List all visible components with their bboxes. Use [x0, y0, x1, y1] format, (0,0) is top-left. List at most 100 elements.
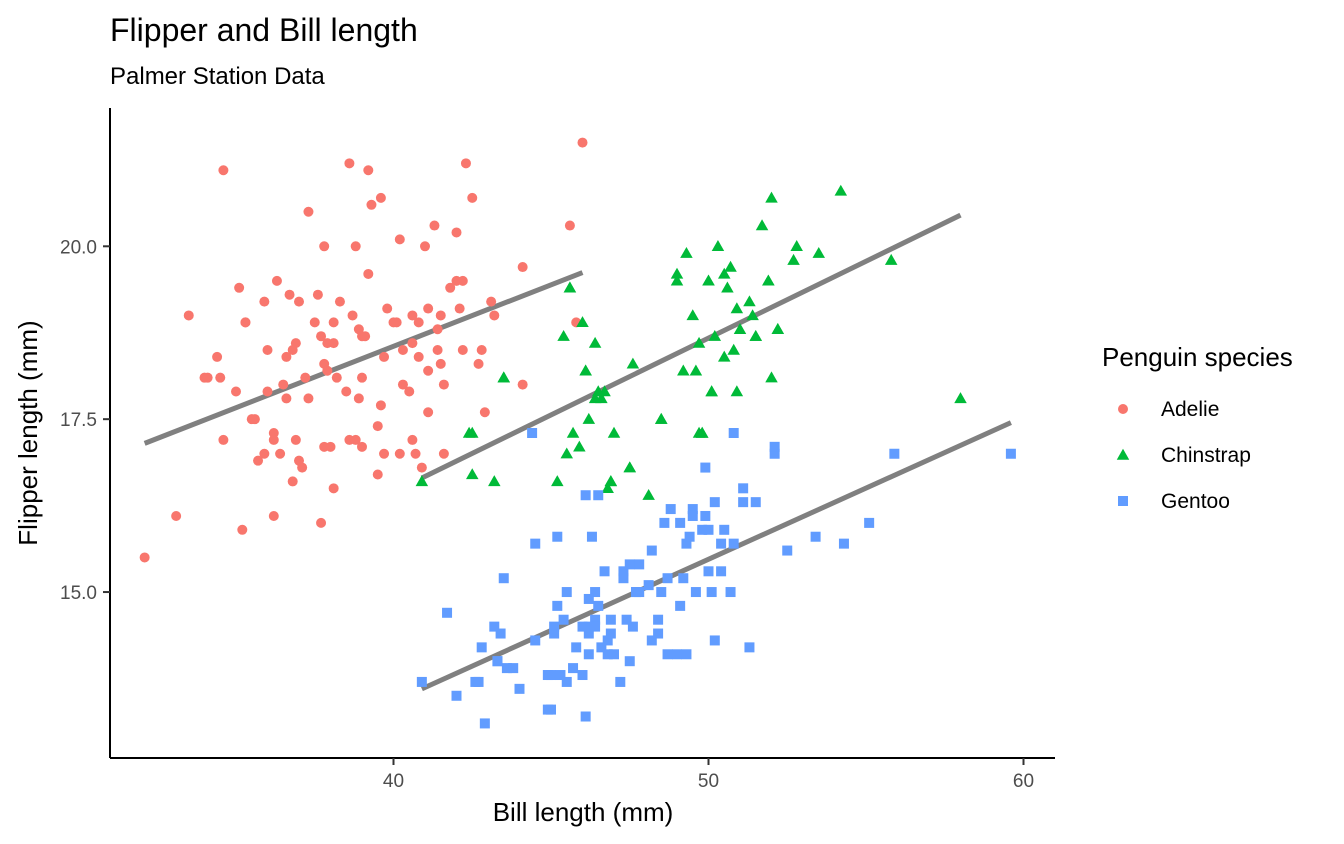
point-adelie [284, 289, 295, 300]
point-gentoo [615, 676, 626, 687]
point-adelie [438, 379, 449, 390]
point-gentoo [583, 628, 594, 639]
point-chinstrap [692, 336, 706, 348]
point-gentoo [744, 642, 755, 653]
point-gentoo [479, 718, 490, 729]
point-gentoo [889, 448, 900, 459]
point-adelie [435, 358, 446, 369]
point-gentoo [593, 600, 604, 611]
point-adelie [262, 345, 273, 356]
point-chinstrap [954, 392, 967, 404]
point-chinstrap [560, 447, 573, 459]
point-gentoo [653, 614, 664, 625]
point-gentoo [700, 510, 711, 521]
point-chinstrap [466, 426, 479, 438]
point-adelie [316, 331, 327, 342]
point-gentoo [530, 538, 541, 549]
point-gentoo [703, 566, 714, 577]
point-gentoo [681, 649, 692, 660]
point-gentoo [542, 670, 553, 681]
point-adelie [564, 220, 575, 231]
point-adelie [328, 317, 339, 328]
y-axis-title: Flipper length (mm) [13, 320, 43, 545]
point-chinstrap [771, 323, 785, 334]
point-gentoo [605, 614, 616, 625]
point-chinstrap [765, 371, 778, 383]
point-adelie [388, 317, 399, 328]
point-gentoo [561, 676, 572, 687]
point-adelie [268, 428, 279, 438]
point-gentoo [583, 593, 594, 604]
point-adelie [319, 241, 330, 252]
point-gentoo [473, 676, 484, 687]
point-chinstrap [689, 364, 703, 376]
point-gentoo [501, 663, 512, 674]
point-gentoo [659, 517, 670, 528]
point-gentoo [416, 676, 427, 687]
point-gentoo [609, 649, 619, 660]
point-adelie [350, 434, 361, 445]
point-gentoo [675, 517, 686, 528]
point-adelie [423, 407, 434, 418]
legend-title: Penguin species [1102, 342, 1293, 372]
point-adelie [331, 372, 342, 383]
point-adelie [407, 338, 418, 349]
point-gentoo [590, 621, 601, 632]
point-adelie [357, 331, 367, 342]
point-adelie [350, 241, 361, 252]
point-adelie [413, 317, 424, 328]
point-gentoo [681, 538, 692, 549]
point-gentoo [662, 573, 673, 584]
point-adelie [366, 199, 377, 210]
point-adelie [517, 262, 528, 273]
point-adelie [379, 448, 390, 459]
point-gentoo [653, 628, 664, 639]
point-adelie [322, 365, 333, 376]
point-chinstrap [670, 267, 684, 279]
y-tick-label: 20.0 [60, 237, 97, 258]
point-gentoo [725, 587, 736, 598]
point-gentoo [716, 566, 727, 577]
point-adelie [212, 351, 223, 362]
point-adelie [432, 345, 443, 356]
point-gentoo [514, 683, 525, 694]
point-gentoo [549, 621, 560, 632]
data-points [139, 137, 1016, 729]
point-chinstrap [730, 385, 744, 397]
point-gentoo [546, 704, 556, 715]
point-gentoo [627, 621, 638, 632]
x-tick-label: 60 [1013, 771, 1034, 792]
point-adelie [297, 462, 308, 473]
point-gentoo [527, 428, 538, 438]
point-gentoo [634, 559, 645, 570]
point-adelie [303, 206, 314, 217]
point-adelie [271, 275, 282, 286]
point-gentoo [646, 545, 657, 556]
point-chinstrap [790, 240, 803, 251]
point-chinstrap [576, 316, 589, 328]
point-adelie [303, 393, 314, 404]
point-adelie [347, 310, 358, 321]
point-chinstrap [711, 240, 725, 251]
point-gentoo [442, 607, 453, 618]
point-gentoo [687, 504, 698, 515]
point-gentoo [624, 656, 635, 667]
point-chinstrap [702, 274, 715, 286]
point-gentoo [709, 497, 720, 508]
point-chinstrap [705, 385, 718, 397]
point-chinstrap [680, 246, 693, 258]
point-gentoo [656, 587, 667, 598]
point-adelie [275, 448, 286, 459]
point-adelie [231, 386, 241, 397]
legend-label-gentoo: Gentoo [1161, 490, 1230, 513]
point-gentoo [605, 628, 616, 639]
point-adelie [479, 407, 490, 418]
point-gentoo [621, 614, 632, 625]
point-gentoo [782, 545, 793, 556]
legend-key-chinstrap [1116, 448, 1130, 460]
point-chinstrap [733, 323, 747, 334]
point-adelie [397, 345, 408, 356]
point-chinstrap [670, 274, 684, 286]
point-gentoo [706, 587, 717, 598]
